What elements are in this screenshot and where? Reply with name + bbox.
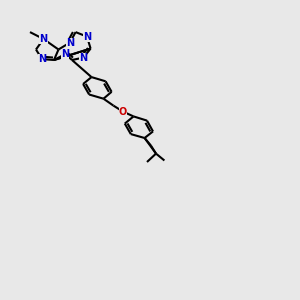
Text: N: N [39, 34, 48, 44]
Text: O: O [119, 106, 127, 117]
Text: N: N [66, 38, 74, 48]
Text: N: N [79, 52, 88, 63]
Text: N: N [61, 49, 70, 59]
Text: N: N [83, 32, 91, 42]
Text: N: N [38, 54, 46, 64]
